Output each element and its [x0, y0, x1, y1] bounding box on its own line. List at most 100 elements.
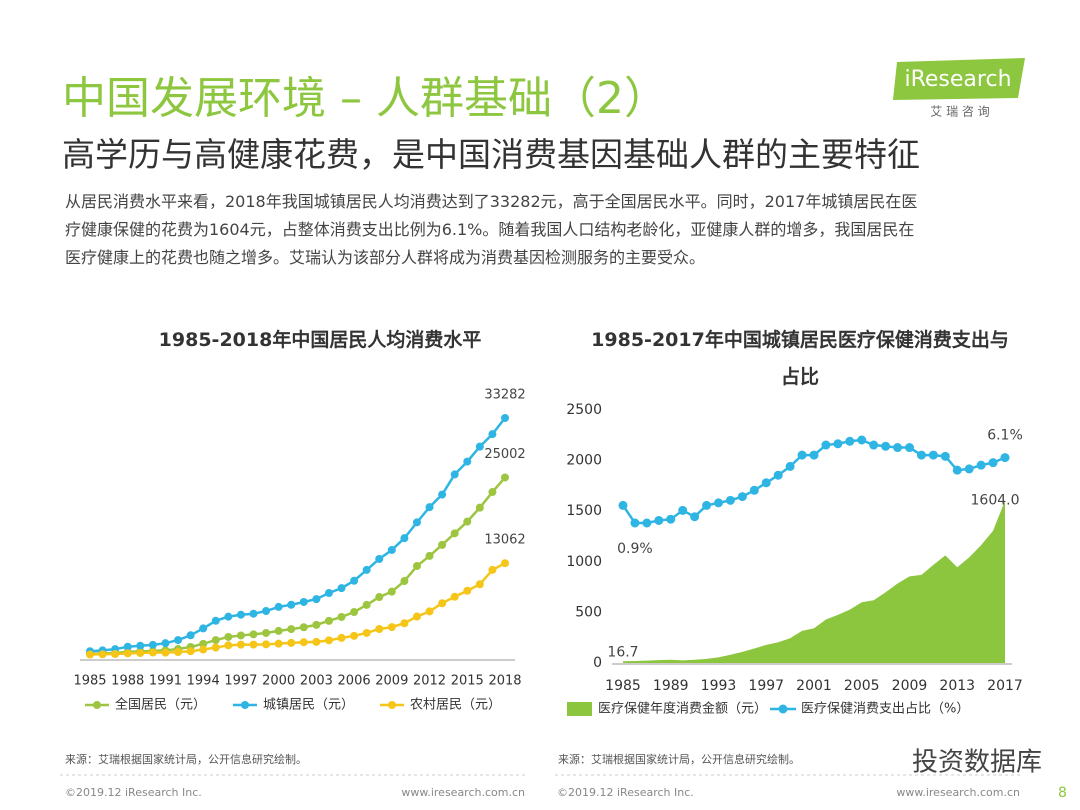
subtitle: 高学历与高健康花费，是中国消费基因基础人群的主要特征 — [62, 135, 920, 174]
point — [186, 631, 195, 640]
x-tick-label: 2012 — [413, 674, 446, 689]
point — [821, 440, 831, 450]
point — [761, 478, 771, 488]
point — [148, 640, 157, 649]
point — [488, 565, 497, 574]
point — [375, 554, 384, 563]
x-tick-label: 2013 — [939, 678, 975, 694]
y-tick-label: 1500 — [566, 503, 602, 519]
paragraph-line: 疗健康保健的花费为1604元，占整体消费支出比例为6.1%。随着我国人口结构老龄… — [65, 220, 915, 239]
legend-marker — [93, 701, 101, 709]
point — [299, 597, 308, 606]
point — [463, 517, 472, 526]
point — [274, 626, 283, 635]
legend-marker — [388, 701, 396, 709]
source: 来源：艾瑞根据国家统计局，公开信息研究绘制。 — [65, 752, 307, 766]
point — [224, 641, 233, 650]
point — [857, 435, 867, 445]
point — [475, 442, 484, 451]
legend-label: 医疗保健年度消费金额（元） — [598, 701, 767, 717]
legend-label: 城镇居民（元） — [263, 698, 354, 713]
point — [952, 465, 962, 475]
point — [976, 460, 986, 470]
point — [86, 650, 94, 659]
point — [940, 451, 950, 461]
point — [362, 628, 371, 637]
x-tick-label: 2005 — [844, 678, 880, 694]
x-tick-label: 1989 — [653, 678, 689, 694]
point — [964, 464, 974, 474]
point — [869, 440, 879, 450]
point — [450, 470, 459, 479]
area — [623, 500, 1005, 663]
legend-marker — [778, 704, 788, 714]
point — [312, 595, 321, 604]
point — [893, 443, 903, 453]
line — [89, 562, 506, 656]
data-label: 33282 — [484, 388, 525, 403]
point — [488, 488, 497, 497]
point — [350, 631, 359, 640]
point — [881, 441, 891, 451]
point — [773, 470, 783, 480]
url: www.iresearch.com.cn — [401, 786, 525, 799]
point — [274, 602, 283, 611]
x-tick-label: 1985 — [73, 674, 106, 689]
point — [412, 612, 421, 621]
paragraph-line: 从居民消费水平来看，2018年我国城镇居民人均消费达到了33282元，高于全国居… — [65, 192, 918, 211]
point — [642, 518, 652, 528]
point — [988, 458, 998, 468]
point — [312, 637, 321, 646]
line — [89, 476, 506, 656]
x-tick-label: 2006 — [338, 674, 371, 689]
source: 来源：艾瑞根据国家统计局，公开信息研究绘制。 — [558, 752, 800, 766]
point — [916, 450, 926, 460]
point — [400, 619, 409, 628]
point — [337, 612, 346, 621]
point — [387, 623, 396, 632]
url: www.iresearch.com.cn — [896, 786, 1020, 799]
y-tick-label: 1000 — [566, 554, 602, 570]
point — [287, 600, 296, 609]
x-tick-label: 1988 — [111, 674, 144, 689]
point — [136, 641, 145, 650]
point — [425, 503, 434, 512]
page-number: 8 — [1058, 785, 1067, 801]
point — [797, 450, 807, 460]
point — [136, 649, 145, 658]
x-tick-label: 2015 — [451, 674, 484, 689]
point — [737, 492, 747, 502]
point — [749, 485, 759, 495]
y-tick-label: 2000 — [566, 453, 602, 469]
legend-label: 农村居民（元） — [410, 698, 501, 713]
point — [488, 430, 497, 439]
point — [98, 650, 107, 659]
point — [299, 638, 308, 647]
data-label: 25002 — [484, 447, 525, 462]
x-tick-label: 1997 — [224, 674, 257, 689]
point — [350, 608, 359, 617]
legend-swatch — [567, 702, 592, 716]
point — [690, 512, 700, 522]
point — [249, 640, 258, 649]
point — [111, 650, 120, 659]
point — [186, 647, 195, 656]
point — [450, 592, 459, 601]
point — [501, 559, 509, 568]
point — [249, 630, 258, 639]
y-tick-label: 2500 — [566, 402, 602, 418]
point — [412, 518, 421, 527]
point — [362, 565, 371, 574]
x-tick-label: 1985 — [605, 678, 641, 694]
point — [324, 589, 333, 598]
point — [400, 534, 409, 543]
legend-label: 全国居民（元） — [115, 697, 206, 713]
chart-title: 1985-2018年中国居民人均消费水平 — [158, 329, 482, 351]
point — [174, 648, 183, 657]
x-tick-label: 1991 — [149, 674, 182, 689]
point — [833, 439, 843, 449]
point — [450, 529, 459, 538]
point — [785, 461, 795, 471]
point — [123, 649, 132, 658]
